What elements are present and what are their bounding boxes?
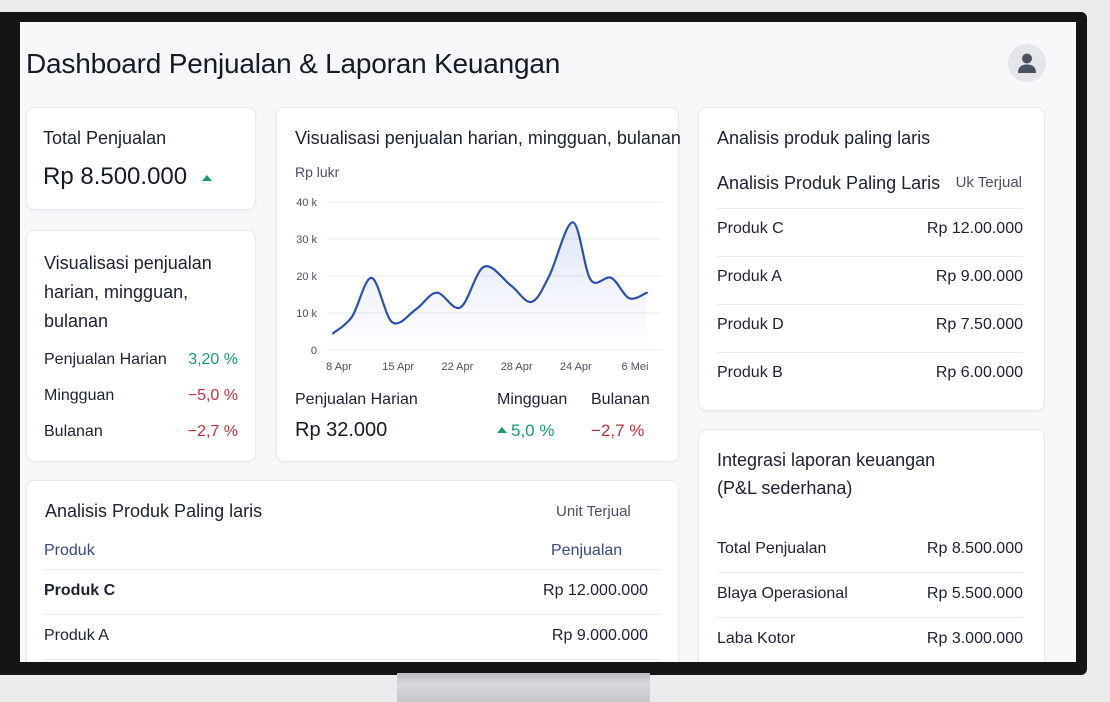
column-header-sales: Penjualan xyxy=(551,542,623,559)
sales-chart-card: Visualisasi penjualan harian, mingguan, … xyxy=(276,107,681,462)
top-product-name: Produk B xyxy=(717,364,783,381)
top-product-row[interactable]: Produk B Rp 6.00.000 xyxy=(717,364,1023,382)
monitor-stand xyxy=(397,673,650,702)
table-header-divider xyxy=(44,569,660,570)
top-product-row[interactable]: Produk D Rp 7.50.000 xyxy=(717,316,1023,334)
chart-title: Visualisasi penjualan harian, mingguan, … xyxy=(295,128,681,148)
finance-row-label: Blaya Operasional xyxy=(717,585,848,602)
top-product-name: Produk C xyxy=(717,220,784,237)
x-tick-label: 22 Apr xyxy=(441,361,473,373)
y-tick-label: 0 xyxy=(311,345,317,357)
table-row-sales: Rp 9.000.000 xyxy=(551,627,648,644)
table-row[interactable]: Produk C Rp 12.000.000 xyxy=(44,582,648,600)
top-products-title: Analisis produk paling laris xyxy=(717,128,931,148)
table-row[interactable]: Produk A Rp 9.000.000 xyxy=(44,627,648,645)
growth-row-label: Mingguan xyxy=(44,387,115,404)
series-line-penjualan xyxy=(332,221,648,335)
table-row-sales: Rp 12.000.000 xyxy=(543,582,648,599)
growth-row-value: −5,0 % xyxy=(187,387,238,404)
product-table-card: Analisis Produk Paling laris Unit Terjua… xyxy=(26,480,679,662)
user-avatar-icon xyxy=(1018,53,1036,73)
total-sales-card: Total Penjualan Rp 8.500.000 xyxy=(26,107,256,210)
weekly-trend-up-icon xyxy=(497,427,507,434)
total-sales-value: Rp 8.500.000 xyxy=(43,163,212,191)
row-divider xyxy=(44,659,660,660)
total-sales-amount: Rp 8.500.000 xyxy=(43,163,188,190)
x-tick-label: 28 Apr xyxy=(501,361,533,373)
growth-row: Bulanan −2,7 % xyxy=(44,423,238,441)
finance-row-value: Rp 3.000.000 xyxy=(926,630,1023,647)
product-table-title: Analisis Produk Paling laris xyxy=(45,501,263,521)
row-divider xyxy=(717,304,1023,305)
unit-sold-header: Unit Terjual xyxy=(556,503,631,520)
finance-row-label: Laba Kotor xyxy=(717,630,796,647)
growth-row: Mingguan −5,0 % xyxy=(44,387,238,405)
top-products-card: Analisis produk paling laris Analisis Pr… xyxy=(698,107,1045,411)
daily-sales-value: Rp 32.000 xyxy=(295,419,388,441)
page-title: Dashboard Penjualan & Laporan Keuangan xyxy=(26,48,561,79)
trend-up-icon xyxy=(201,174,212,181)
top-product-value: Rp 7.50.000 xyxy=(935,316,1023,333)
finance-row-value: Rp 8.500.000 xyxy=(926,540,1023,557)
series-area xyxy=(333,222,647,350)
dashboard-screen: Dashboard Penjualan & Laporan Keuangan T… xyxy=(20,22,1076,662)
row-divider xyxy=(44,614,660,615)
sales-line-chart: 0 10 k 20 k 30 k 40 k 8 Apr 15 Apr 22 Apr 28 Apr… xyxy=(296,197,661,373)
y-tick-label: 20 k xyxy=(296,271,317,283)
finance-title-line1: Integrasi laporan keuangan xyxy=(717,450,936,470)
row-divider xyxy=(717,352,1023,353)
growth-row-label: Penjualan Harian xyxy=(44,351,167,368)
sales-growth-card: Visualisasi penjualan harian, mingguan, … xyxy=(26,230,256,462)
top-product-name: Produk A xyxy=(717,268,782,285)
weekly-label: Mingguan xyxy=(497,391,568,408)
x-tick-label: 24 Apr xyxy=(560,361,592,373)
top-products-column-header: Uk Terjual xyxy=(955,174,1022,191)
column-header-product: Produk xyxy=(44,542,95,559)
y-tick-label: 10 k xyxy=(296,308,317,320)
top-product-value: Rp 6.00.000 xyxy=(935,364,1023,381)
finance-report-card: Integrasi laporan keuangan (P&L sederhan… xyxy=(698,429,1045,662)
growth-card-title: Visualisasi penjualan harian, mingguan, … xyxy=(44,253,212,331)
finance-row: Laba Kotor Rp 3.000.000 xyxy=(717,630,1023,648)
total-sales-label: Total Penjualan xyxy=(43,128,167,148)
top-product-row[interactable]: Produk A Rp 9.00.000 xyxy=(717,268,1023,286)
monthly-value: −2,7 % xyxy=(591,421,645,440)
weekly-value-text: 5,0 % xyxy=(511,421,555,440)
top-product-value: Rp 12.00.000 xyxy=(926,220,1023,237)
top-product-value: Rp 9.00.000 xyxy=(935,268,1023,285)
user-avatar-button[interactable] xyxy=(1008,44,1046,82)
top-products-subtitle: Analisis Produk Paling Laris xyxy=(717,173,941,193)
finance-row-label: Total Penjualan xyxy=(717,540,827,557)
growth-row-label: Bulanan xyxy=(44,423,103,440)
y-tick-label: 40 k xyxy=(296,197,317,209)
daily-sales-label: Penjualan Harian xyxy=(295,391,418,408)
finance-row-value: Rp 5.500.000 xyxy=(926,585,1023,602)
x-tick-label: 8 Apr xyxy=(326,361,352,373)
weekly-value: 5,0 % xyxy=(497,421,554,441)
finance-title-line2: (P&L sederhana) xyxy=(717,478,853,498)
row-divider xyxy=(717,208,1023,209)
x-tick-label: 6 Mei xyxy=(622,361,649,373)
growth-row-value: 3,20 % xyxy=(188,351,238,368)
growth-row: Penjualan Harian 3,20 % xyxy=(44,351,238,369)
y-tick-label: 30 k xyxy=(296,234,317,246)
row-divider xyxy=(717,617,1023,618)
finance-row: Blaya Operasional Rp 5.500.000 xyxy=(717,585,1023,603)
growth-row-value: −2,7 % xyxy=(187,423,238,440)
finance-row: Total Penjualan Rp 8.500.000 xyxy=(717,540,1023,558)
table-row-product: Produk A xyxy=(44,627,109,644)
x-tick-label: 15 Apr xyxy=(382,361,414,373)
monthly-label: Bulanan xyxy=(591,391,650,408)
top-product-row[interactable]: Produk C Rp 12.00.000 xyxy=(717,220,1023,238)
row-divider xyxy=(717,256,1023,257)
chart-y-axis-label: Rp lukr xyxy=(295,164,340,180)
table-row-product: Produk C xyxy=(44,582,116,599)
row-divider xyxy=(717,572,1023,573)
top-product-name: Produk D xyxy=(717,316,784,333)
